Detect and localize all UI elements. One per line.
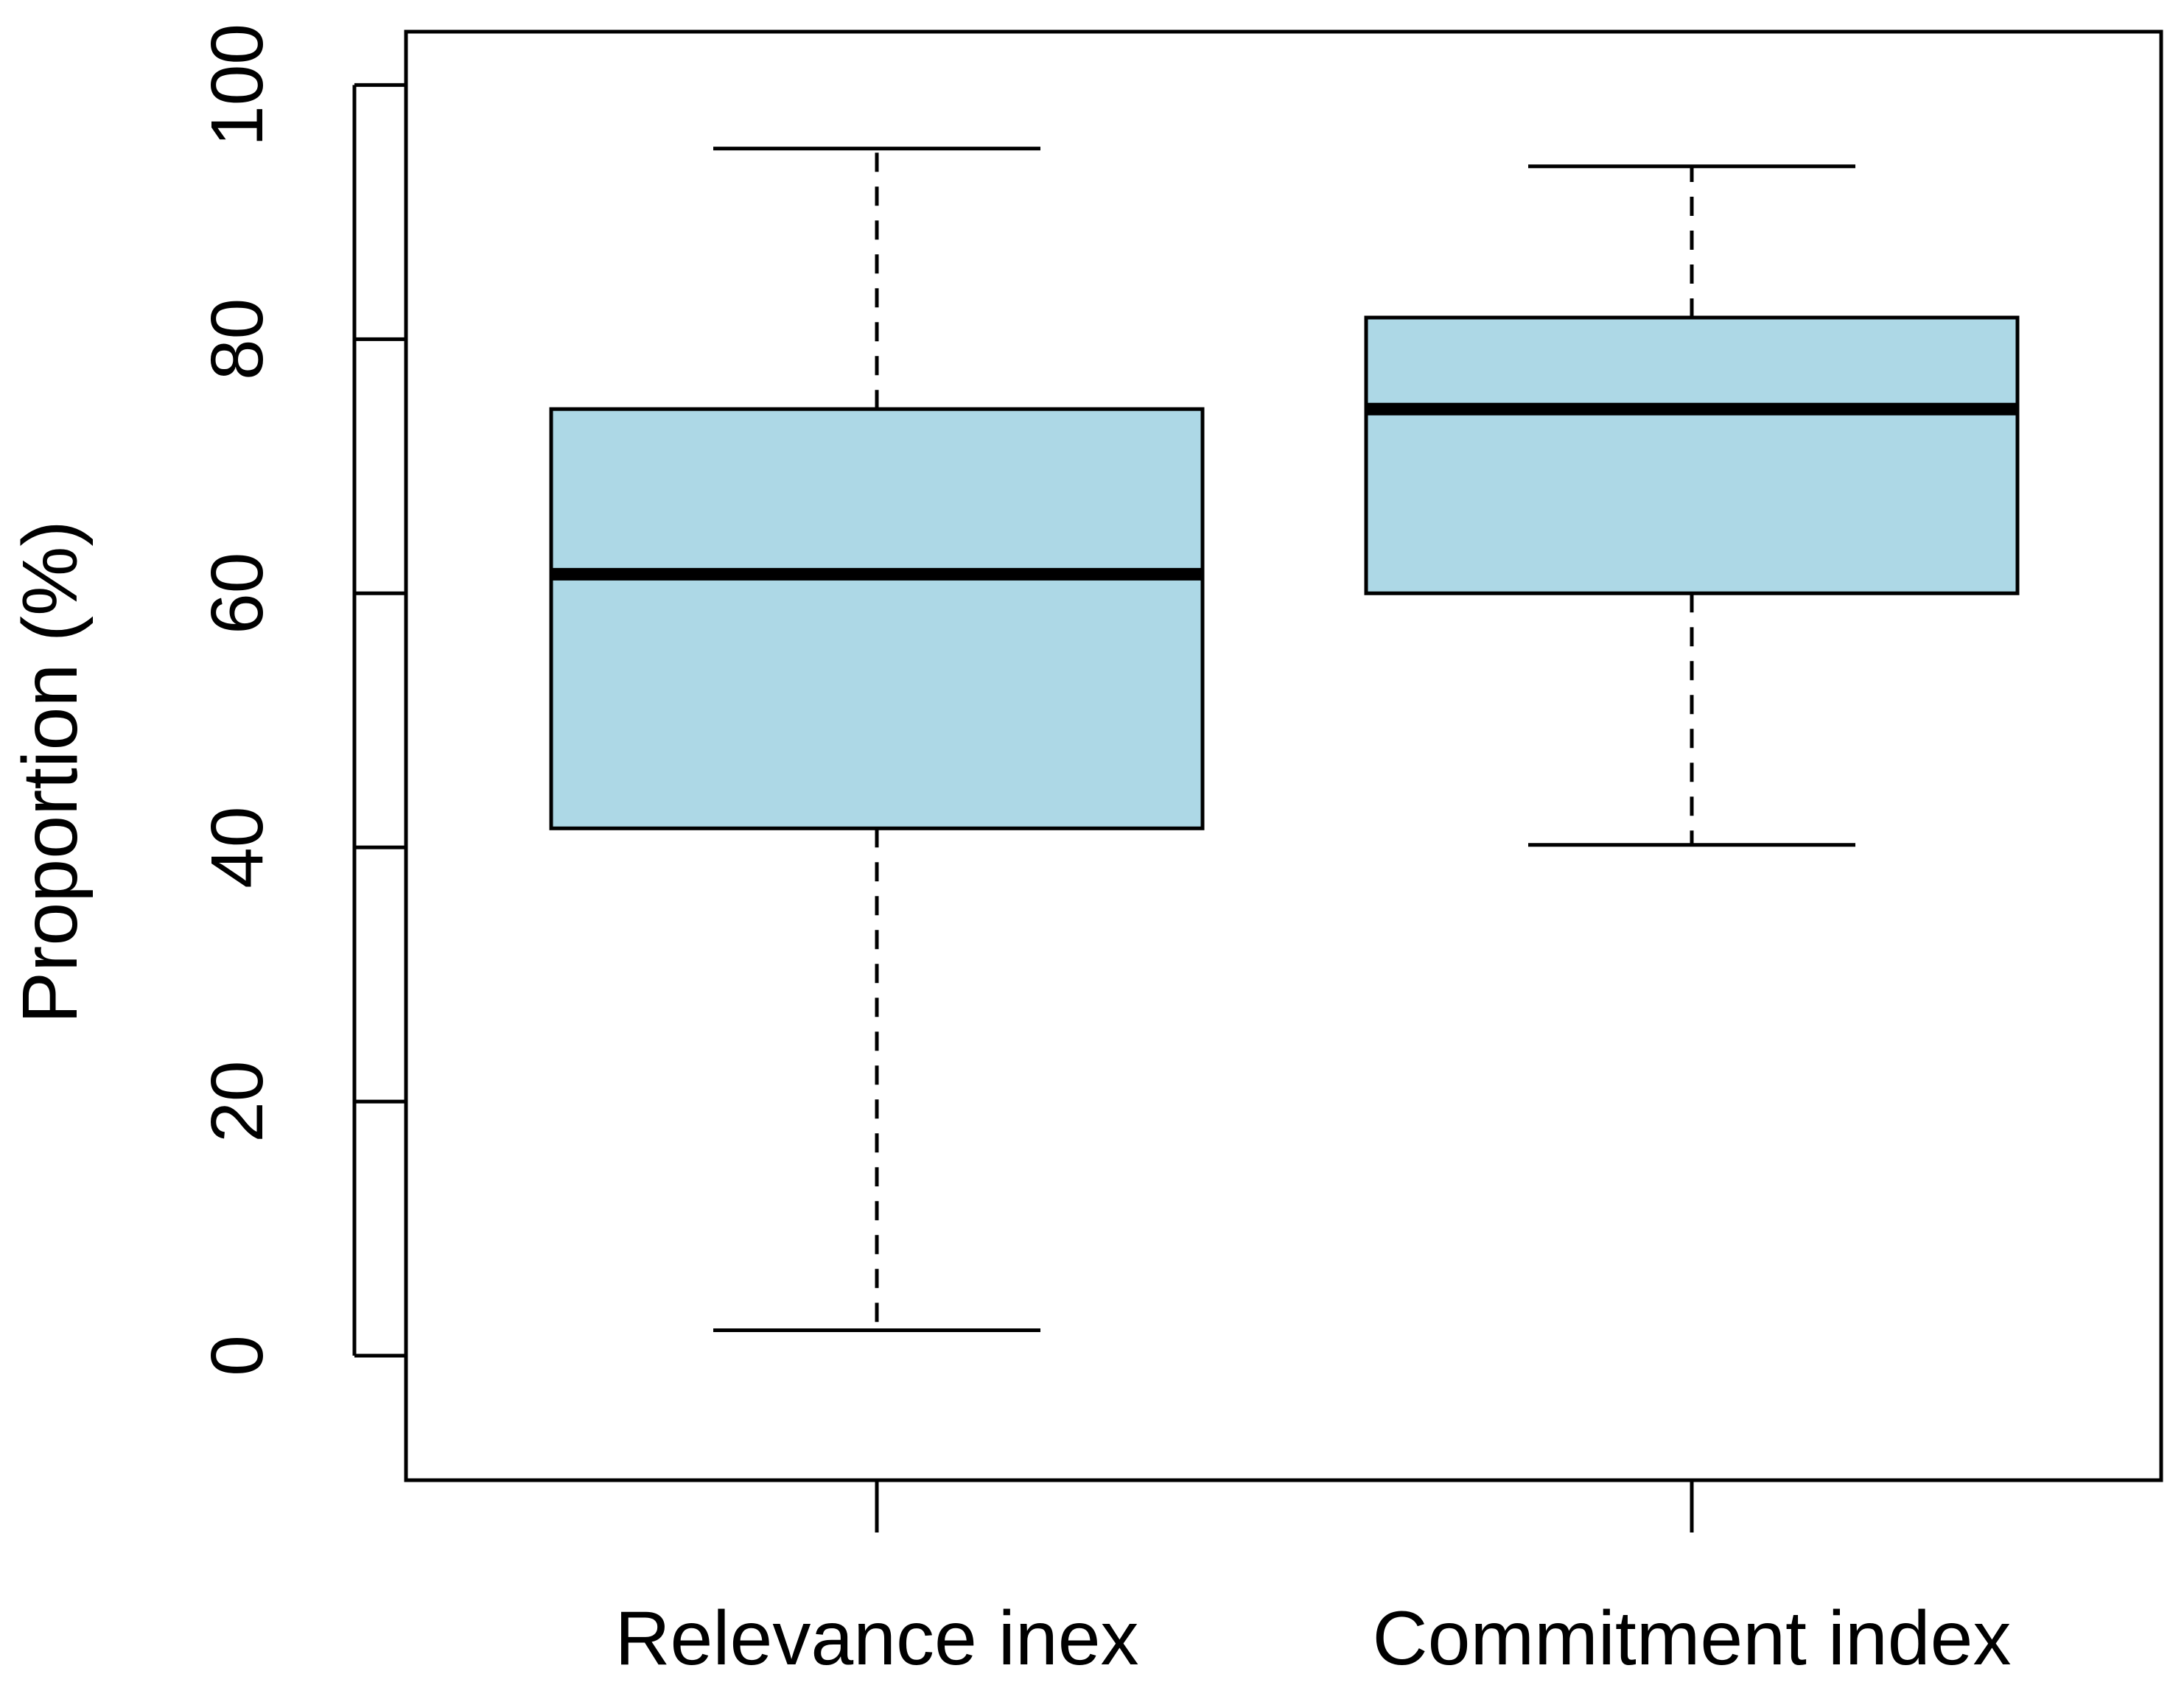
y-tick-label: 100 [196,24,279,147]
x-category-label: Relevance inex [615,1596,1138,1681]
y-tick-label: 60 [196,553,279,634]
y-tick-label: 20 [196,1060,279,1142]
plot-marks: 0 20 40 60 80 100 Relevance inex Commitment ind… [196,24,2163,1681]
box-iqr [549,407,1205,830]
x-category-label: Commitment index [1373,1596,2012,1681]
plot-frame [404,29,2163,1482]
y-axis-title: Proportion (%) [7,520,94,1023]
y-tick-label: 0 [196,1335,279,1376]
y-tick-label: 40 [196,807,279,889]
y-tick-label: 80 [196,298,279,380]
box-iqr [1364,315,2020,595]
